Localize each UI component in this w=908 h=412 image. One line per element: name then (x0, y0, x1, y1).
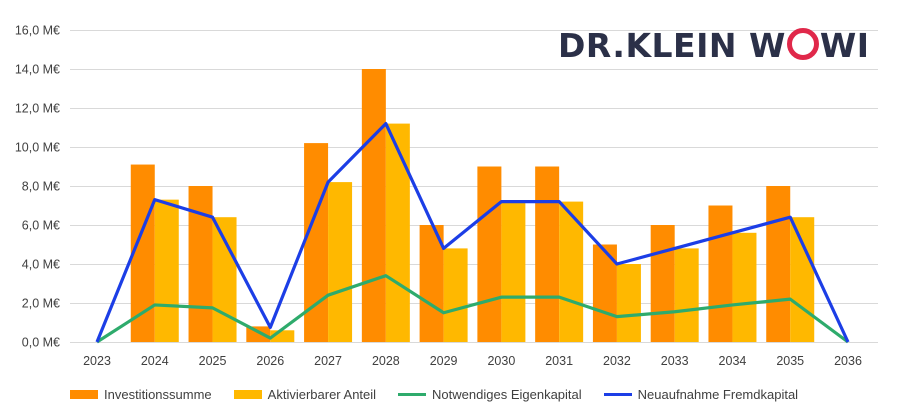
y-tick-label: 8,0 M€ (22, 180, 60, 194)
y-axis-ticks: 0,0 M€ 2,0 M€ 4,0 M€ 6,0 M€ 8,0 M€ 10,0 M€ 12,… (15, 24, 60, 350)
x-tick-label: 2030 (487, 354, 515, 368)
logo-ring-o (786, 28, 819, 60)
x-tick-label: 2033 (661, 354, 689, 368)
legend-swatch-orange (70, 390, 98, 399)
x-tick-label: 2031 (545, 354, 573, 368)
x-tick-label: 2035 (776, 354, 804, 368)
x-axis-ticks: 2023 2024 2025 2026 2027 2028 2029 2030 2031 2032… (83, 354, 862, 368)
y-tick-label: 6,0 M€ (22, 219, 60, 233)
bar (650, 225, 675, 342)
bar (535, 166, 560, 342)
y-tick-label: 16,0 M€ (15, 24, 60, 38)
legend-swatch-green-line (398, 393, 427, 396)
y-tick-label: 10,0 M€ (15, 141, 60, 155)
bar (616, 264, 641, 342)
x-tick-label: 2023 (83, 354, 111, 368)
legend: Investitionssumme Aktivierbarer Anteil N… (70, 387, 820, 402)
bar (790, 217, 815, 342)
x-tick-label: 2027 (314, 354, 342, 368)
bar (419, 225, 444, 342)
legend-label: Neuaufnahme Fremdkapital (637, 387, 799, 402)
x-tick-label: 2025 (199, 354, 227, 368)
x-tick-label: 2034 (719, 354, 747, 368)
logo-text-end: WI (819, 26, 870, 65)
bars (130, 69, 815, 342)
legend-label: Notwendiges Eigenkapital (432, 387, 582, 402)
y-tick-label: 14,0 M€ (15, 63, 60, 77)
bar (708, 205, 733, 342)
y-tick-label: 2,0 M€ (22, 297, 60, 311)
series-line (96, 274, 849, 344)
y-tick-label: 12,0 M€ (15, 102, 60, 116)
bar (385, 123, 410, 342)
legend-item-aktivierbarer-anteil: Aktivierbarer Anteil (233, 387, 377, 402)
bar (361, 69, 386, 342)
legend-swatch-yellow (233, 390, 262, 399)
bar (212, 217, 237, 342)
bar (328, 182, 353, 342)
bar (270, 330, 295, 342)
legend-item-investitionssumme: Investitionssumme (70, 387, 212, 402)
bar (477, 166, 502, 342)
y-tick-label: 4,0 M€ (22, 258, 60, 272)
y-tick-label: 0,0 M€ (22, 336, 60, 350)
series-line (95, 121, 850, 343)
logo-text-start: DR.KLEIN W (558, 26, 786, 65)
bar (674, 248, 699, 342)
x-tick-label: 2029 (430, 354, 458, 368)
bar (154, 199, 179, 342)
legend-item-notwendiges-eigenkapital: Notwendiges Eigenkapital (398, 387, 582, 402)
x-tick-label: 2026 (256, 354, 284, 368)
legend-label: Aktivierbarer Anteil (267, 387, 377, 402)
bar (766, 186, 791, 342)
lines (95, 121, 850, 344)
legend-item-neuaufnahme-fremdkapital: Neuaufnahme Fremdkapital (603, 387, 799, 402)
x-tick-label: 2036 (834, 354, 862, 368)
legend-label: Investitionssumme (104, 387, 212, 402)
dr-klein-wowi-logo: DR.KLEIN W WI (558, 24, 870, 68)
x-tick-label: 2032 (603, 354, 631, 368)
legend-swatch-blue-line (603, 393, 632, 396)
x-tick-label: 2024 (141, 354, 169, 368)
bar (732, 232, 757, 342)
bar (443, 248, 468, 342)
x-tick-label: 2028 (372, 354, 400, 368)
bar (501, 201, 526, 342)
